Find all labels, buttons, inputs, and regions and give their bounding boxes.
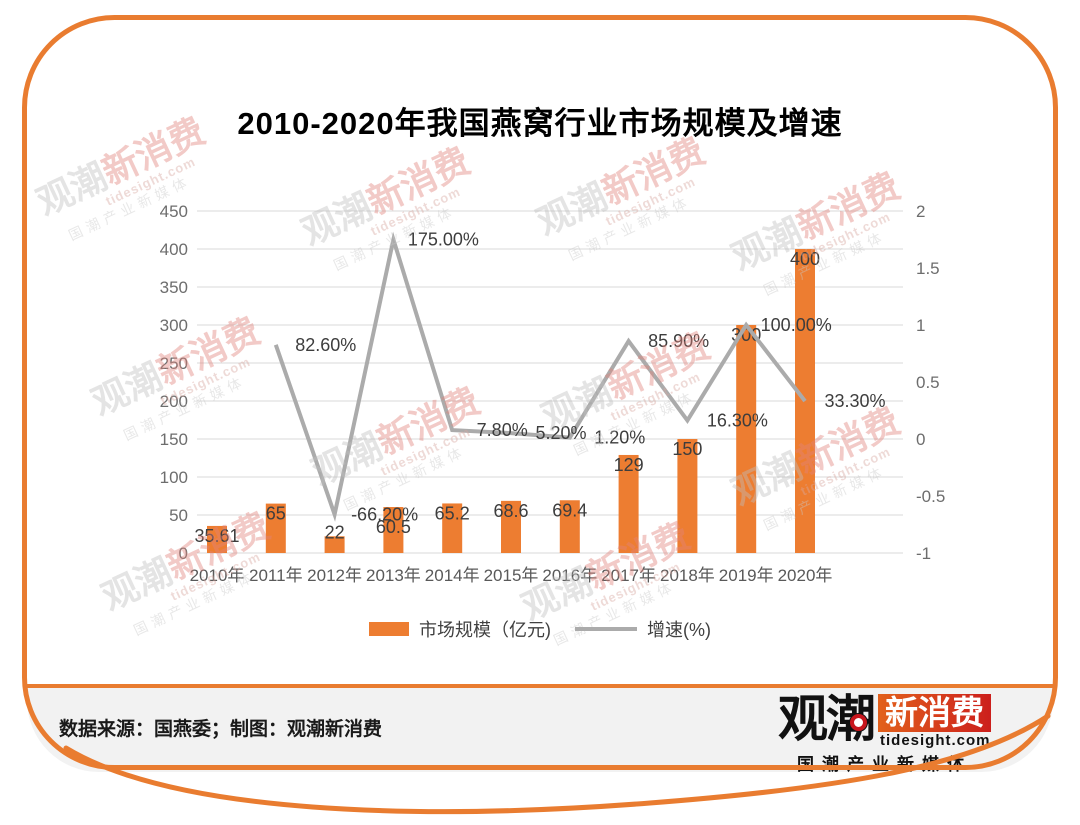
growth-value-label: 85.90% bbox=[648, 331, 709, 351]
legend-line-swatch bbox=[575, 627, 637, 631]
brand-logo: 观潮 新消费 tidesight.com 国潮产业新媒体 bbox=[778, 694, 991, 775]
bar-value-label: 69.4 bbox=[552, 500, 587, 520]
x-axis-label: 2020年 bbox=[778, 566, 833, 585]
right-axis-tick-label: 1 bbox=[916, 316, 925, 335]
x-axis-label: 2014年 bbox=[425, 566, 480, 585]
left-axis-tick-label: 200 bbox=[160, 392, 188, 411]
x-axis-label: 2013年 bbox=[366, 566, 421, 585]
bar-2019年 bbox=[736, 325, 757, 553]
logo-tagline-text: 国潮产业新媒体 bbox=[797, 755, 972, 775]
x-axis-label: 2011年 bbox=[249, 566, 303, 585]
legend-bar-swatch bbox=[369, 622, 409, 636]
left-axis-tick-label: 150 bbox=[160, 430, 188, 449]
growth-line bbox=[273, 231, 807, 522]
bar-value-label: 150 bbox=[672, 439, 702, 459]
left-axis-tick-label: 400 bbox=[160, 240, 188, 259]
footer-bar: 数据来源：国燕委；制图：观潮新消费 观潮 新消费 tidesight.com 国… bbox=[27, 684, 1053, 775]
left-axis-tick-label: 450 bbox=[160, 202, 188, 221]
growth-value-label: -66.20% bbox=[351, 504, 418, 524]
logo-xinxiaofei-text: 新消费 bbox=[878, 694, 991, 733]
bar-value-label: 400 bbox=[790, 249, 820, 269]
chart-title: 2010-2020年我国燕窝行业市场规模及增速 bbox=[237, 106, 843, 141]
chart-legend: 市场规模（亿元) 增速(%) bbox=[0, 616, 1080, 642]
logo-domain-text: tidesight.com bbox=[880, 732, 991, 750]
x-axis-label: 2017年 bbox=[601, 566, 656, 585]
left-axis-tick-label: 0 bbox=[179, 544, 188, 563]
left-axis-tick-label: 50 bbox=[169, 506, 188, 525]
x-axis-label: 2015年 bbox=[484, 566, 539, 585]
left-axis-tick-label: 250 bbox=[160, 354, 188, 373]
data-source-text: 数据来源：国燕委；制图：观潮新消费 bbox=[59, 719, 383, 740]
x-axis-label: 2018年 bbox=[660, 566, 715, 585]
legend-bar-label: 市场规模（亿元) bbox=[419, 620, 551, 640]
logo-right-block: 新消费 tidesight.com bbox=[878, 694, 991, 749]
growth-value-label: 175.00% bbox=[408, 230, 479, 250]
left-axis-tick-label: 350 bbox=[160, 278, 188, 297]
bar-value-label: 68.6 bbox=[493, 501, 528, 521]
right-axis-tick-label: -1 bbox=[916, 544, 931, 563]
left-axis-tick-label: 100 bbox=[160, 468, 188, 487]
right-axis-tick-label: -0.5 bbox=[916, 487, 945, 506]
growth-value-label: 5.20% bbox=[535, 423, 586, 443]
bar-value-label: 35.61 bbox=[194, 526, 239, 546]
right-axis-tick-label: 0.5 bbox=[916, 373, 940, 392]
bar-value-label: 129 bbox=[614, 455, 644, 475]
legend-line-label: 增速(%) bbox=[647, 620, 711, 640]
left-axis-tick-label: 300 bbox=[160, 316, 188, 335]
bar-value-label: 22 bbox=[325, 522, 345, 542]
bar-value-label: 65.2 bbox=[435, 503, 470, 523]
x-axis-label: 2012年 bbox=[307, 566, 362, 585]
growth-value-label: 100.00% bbox=[761, 315, 832, 335]
growth-value-label: 16.30% bbox=[707, 410, 768, 430]
growth-value-label: 82.60% bbox=[295, 335, 356, 355]
x-axis-label: 2010年 bbox=[190, 566, 245, 585]
growth-value-label: 1.20% bbox=[594, 428, 645, 448]
right-axis-tick-label: 0 bbox=[916, 430, 925, 449]
growth-value-label: 7.80% bbox=[477, 420, 528, 440]
logo-lens-icon bbox=[850, 714, 867, 731]
x-axis-label: 2019年 bbox=[719, 566, 774, 585]
bar-value-label: 65 bbox=[266, 504, 286, 524]
right-axis-tick-label: 1.5 bbox=[916, 259, 940, 278]
x-axis-label: 2016年 bbox=[542, 566, 597, 585]
brand-logo-row: 观潮 新消费 tidesight.com bbox=[778, 694, 991, 749]
growth-value-label: 33.30% bbox=[824, 391, 885, 411]
right-axis-tick-label: 2 bbox=[916, 202, 925, 221]
